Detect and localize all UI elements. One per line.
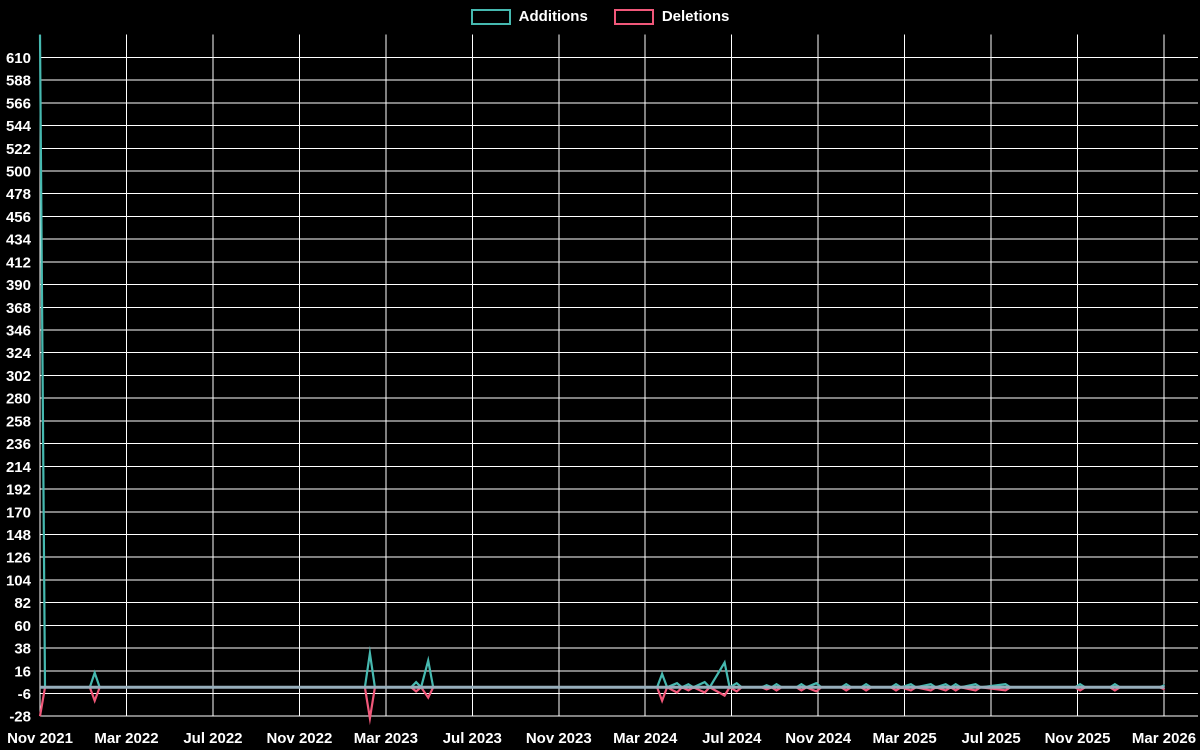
y-tick-label: 16	[14, 663, 31, 680]
chart-legend: Additions Deletions	[0, 8, 1200, 25]
y-tick-label: 214	[6, 459, 32, 476]
y-tick-label: 170	[6, 504, 31, 521]
y-tick-label: 60	[14, 618, 31, 635]
x-tick-label: Mar 2025	[873, 730, 937, 747]
y-tick-label: 390	[6, 277, 31, 294]
y-tick-label: 148	[6, 527, 31, 544]
y-tick-label: 302	[6, 368, 31, 385]
y-tick-label: 280	[6, 391, 31, 408]
y-tick-label: 610	[6, 50, 31, 67]
x-tick-label: Nov 2022	[266, 730, 332, 747]
y-tick-label: 346	[6, 323, 31, 340]
x-tick-label: Mar 2022	[94, 730, 158, 747]
y-tick-label: 192	[6, 482, 31, 499]
y-tick-label: 324	[6, 345, 32, 362]
x-tick-label: Jul 2025	[961, 730, 1020, 747]
x-tick-label: Jul 2024	[702, 730, 762, 747]
y-tick-label: 566	[6, 95, 31, 112]
x-tick-label: Nov 2023	[526, 730, 592, 747]
y-tick-label: 434	[6, 232, 32, 249]
y-tick-label: 456	[6, 209, 31, 226]
y-tick-label: 236	[6, 436, 31, 453]
x-tick-label: Jul 2023	[443, 730, 502, 747]
y-tick-label: 478	[6, 186, 31, 203]
x-tick-label: Nov 2025	[1045, 730, 1111, 747]
deletions-line	[38, 685, 1166, 726]
y-tick-label: 82	[14, 595, 31, 612]
x-tick-label: Nov 2021	[7, 730, 73, 747]
x-tick-label: Jul 2022	[183, 730, 242, 747]
y-tick-label: 38	[14, 641, 31, 658]
legend-item-additions[interactable]: Additions	[470, 8, 588, 25]
x-tick-label: Mar 2023	[354, 730, 418, 747]
y-tick-label: 588	[6, 73, 31, 90]
additions-swatch-icon	[470, 8, 511, 25]
y-tick-label: 104	[6, 572, 32, 589]
y-tick-label: 412	[6, 254, 31, 271]
y-tick-label: 368	[6, 300, 31, 317]
deletions-swatch-icon	[613, 8, 654, 25]
y-tick-label: -6	[18, 686, 31, 703]
y-tick-label: 544	[6, 118, 32, 135]
legend-label-deletions: Deletions	[661, 8, 730, 25]
legend-item-deletions[interactable]: Deletions	[613, 8, 730, 25]
legend-label-additions: Additions	[518, 8, 588, 25]
y-tick-label: 258	[6, 413, 31, 430]
y-tick-label: -28	[9, 709, 31, 726]
y-tick-label: 522	[6, 141, 31, 158]
x-tick-label: Nov 2024	[785, 730, 852, 747]
additions-line	[38, 34, 1166, 690]
y-tick-label: 126	[6, 550, 31, 567]
x-tick-label: Mar 2026	[1132, 730, 1196, 747]
x-tick-label: Mar 2024	[613, 730, 678, 747]
y-tick-label: 500	[6, 164, 31, 181]
